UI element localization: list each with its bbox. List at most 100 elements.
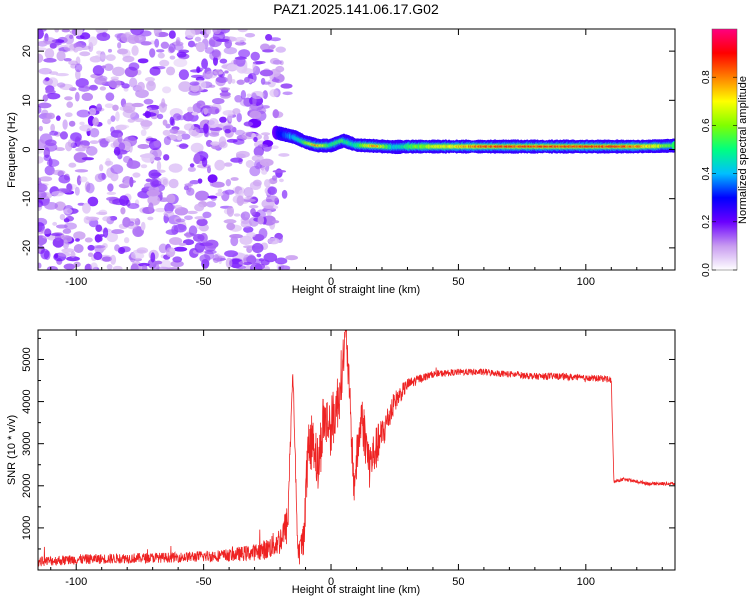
noise-blob	[171, 225, 178, 235]
noise-blob	[174, 247, 188, 252]
snr-x-tick-label: 100	[577, 576, 595, 588]
noise-blob	[194, 204, 204, 212]
noise-blob	[258, 144, 268, 148]
noise-blob	[144, 99, 154, 105]
colorbar-tick-label: 0.0	[701, 263, 712, 277]
noise-blob	[126, 160, 140, 169]
noise-blob	[68, 163, 76, 168]
spectrogram-x-tick-label: -50	[196, 276, 212, 288]
noise-blob	[35, 54, 43, 63]
noise-blob	[247, 93, 252, 97]
noise-blob	[179, 143, 188, 149]
colorbar-tick-label: 0.4	[701, 166, 712, 180]
noise-blob	[209, 85, 216, 88]
noise-blob	[275, 47, 286, 53]
spectrogram-y-tick-label: -10	[21, 191, 33, 207]
noise-blob	[260, 70, 273, 77]
noise-blob	[227, 64, 238, 70]
noise-blob	[54, 27, 59, 33]
noise-blob	[176, 219, 186, 223]
noise-blob	[235, 265, 246, 269]
noise-blob	[130, 25, 144, 36]
noise-blob	[215, 192, 223, 196]
noise-blob	[157, 114, 163, 119]
noise-blob	[147, 217, 153, 221]
noise-blob	[138, 58, 149, 63]
noise-blob	[202, 212, 211, 218]
noise-blob	[224, 70, 228, 73]
colorbar-tick-label: 0.8	[701, 70, 712, 84]
noise-blob	[237, 254, 249, 258]
noise-blob	[172, 256, 182, 262]
noise-blob	[64, 96, 73, 100]
noise-blob	[179, 243, 187, 246]
noise-blob	[169, 43, 176, 53]
noise-blob	[285, 255, 298, 260]
noise-blob	[131, 263, 139, 274]
noise-region	[33, 24, 298, 274]
colorbar-gradient	[712, 29, 737, 270]
spectrogram-y-axis-label: Frequency (Hz)	[6, 112, 18, 188]
noise-blob	[39, 126, 43, 131]
noise-blob	[201, 58, 208, 69]
noise-blob	[89, 108, 96, 116]
noise-blob	[75, 92, 80, 102]
noise-blob	[196, 219, 207, 226]
noise-blob	[62, 29, 70, 32]
noise-blob	[103, 227, 108, 238]
noise-blob	[212, 49, 221, 58]
noise-blob	[261, 170, 267, 175]
noise-blob	[244, 122, 254, 127]
noise-blob	[264, 205, 274, 209]
noise-blob	[238, 158, 242, 164]
noise-blob	[41, 229, 52, 234]
noise-blob	[132, 103, 144, 107]
noise-blob	[85, 237, 93, 242]
noise-blob	[197, 68, 203, 72]
noise-blob	[250, 263, 262, 274]
noise-blob	[272, 220, 279, 223]
noise-blob	[47, 266, 58, 272]
noise-blob	[163, 211, 174, 217]
noise-blob	[219, 122, 231, 125]
noise-blob	[224, 250, 238, 257]
spectrogram-x-tick-label: -100	[65, 276, 87, 288]
noise-blob	[159, 60, 169, 67]
snr-x-tick-label: -100	[65, 576, 87, 588]
noise-blob	[45, 48, 55, 59]
noise-blob	[260, 159, 274, 167]
noise-blob	[146, 81, 156, 92]
noise-blob	[150, 252, 155, 262]
noise-blob	[88, 36, 97, 46]
noise-blob	[137, 247, 149, 253]
noise-blob	[169, 30, 176, 38]
noise-blob	[220, 92, 231, 97]
noise-blob	[112, 67, 125, 76]
noise-blob	[66, 101, 73, 107]
noise-blob	[129, 77, 137, 87]
noise-blob	[94, 54, 108, 59]
noise-blob	[159, 32, 167, 37]
noise-blob	[114, 244, 120, 251]
noise-blob	[250, 208, 256, 215]
noise-blob	[224, 129, 230, 134]
noise-blob	[176, 115, 186, 120]
noise-blob	[115, 111, 120, 121]
noise-blob	[190, 81, 200, 85]
noise-blob	[189, 225, 198, 235]
noise-blob	[51, 191, 63, 196]
noise-blob	[121, 83, 129, 88]
noise-blob	[40, 249, 49, 260]
noise-blob	[75, 187, 80, 196]
noise-blob	[168, 205, 176, 210]
noise-blob	[234, 213, 240, 216]
noise-blob	[234, 37, 246, 43]
noise-blob	[219, 87, 230, 90]
noise-blob	[190, 163, 195, 167]
noise-blob	[187, 211, 198, 214]
spectrogram-x-axis-label: Height of straight line (km)	[292, 284, 420, 296]
noise-blob	[80, 176, 88, 182]
noise-blob	[195, 242, 205, 253]
noise-blob	[176, 39, 180, 45]
noise-blob	[117, 125, 129, 129]
